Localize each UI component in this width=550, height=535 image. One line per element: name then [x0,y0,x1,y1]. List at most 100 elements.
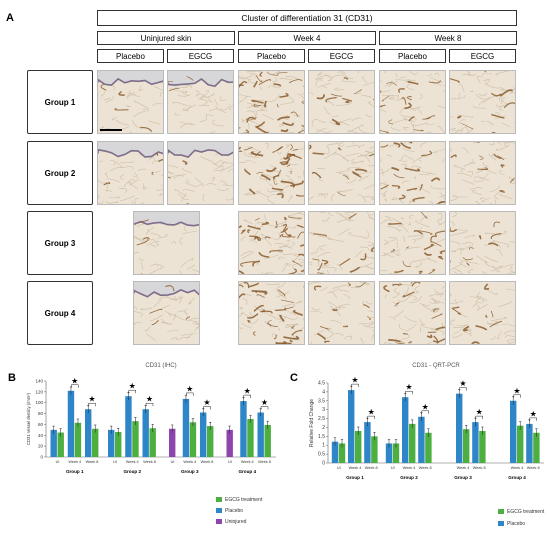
significance-star: ★ [368,408,375,417]
bar [149,428,156,457]
histology-g4-week4-placebo [238,281,305,345]
group-label-1: Group 1 [27,70,93,134]
significance-star: ★ [261,398,268,407]
x-tick-label: UI [113,460,117,464]
histology-g3-week4-egcg [308,211,375,275]
y-tick-label: 2 [322,425,325,431]
bar [142,409,149,457]
panel-a-letter: A [6,12,14,24]
bar [355,431,362,463]
x-tick-label: UI [56,460,60,464]
x-tick-label: Week 8 [143,460,156,464]
chart-title: CD31 - QRT-PCR [412,363,460,369]
group-label: Group 4 [508,475,526,480]
significance-star: ★ [146,395,153,404]
bar [57,432,64,457]
x-tick-label: Week 8 [86,460,99,464]
bar [240,401,247,457]
histology-g3-week4-placebo [238,211,305,275]
x-tick-label: Week 8 [365,466,378,470]
histology-g4-week8-placebo [379,281,446,345]
bar [115,432,122,457]
bar [472,422,479,463]
bar [526,423,533,463]
y-tick-label: 1.5 [318,434,325,440]
significance-bracket [367,415,375,420]
histology-g3-week8-placebo [379,211,446,275]
legend-swatch [216,497,222,502]
significance-star: ★ [203,398,210,407]
histology-g3-uninjured [133,211,200,275]
treatment-week8-placebo: Placebo [379,49,446,63]
bar [264,424,271,457]
x-tick-label: Week 8 [258,460,271,464]
significance-star: ★ [186,384,193,393]
significance-bracket [145,402,154,407]
bar [331,441,339,463]
group-label-3: Group 3 [27,211,93,275]
significance-star: ★ [71,376,78,385]
group-label: Group 2 [400,475,418,480]
significance-star: ★ [422,402,429,411]
legend-swatch [498,509,504,514]
bar [207,426,214,457]
treatment-uninjured-placebo: Placebo [97,49,164,63]
significance-bracket [475,415,483,420]
bar [67,390,75,457]
significance-star: ★ [129,382,136,391]
condition-week-4: Week 4 [238,31,376,45]
significance-star: ★ [88,395,95,404]
group-label: Group 1 [346,475,364,480]
x-tick-label: Week 4 [349,466,362,470]
bar [425,432,432,463]
y-axis-label: Relative Fold Change [309,399,315,447]
significance-bracket [421,410,429,414]
bar [92,428,99,457]
bar [456,393,463,463]
x-tick-label: Week 8 [473,466,486,470]
group-label: Group 3 [181,469,199,474]
histology-g1-week8-placebo [379,70,446,134]
significance-bracket [71,384,79,388]
bar [418,416,425,463]
x-tick-label: UI [228,460,232,464]
group-label-2: Group 2 [27,141,93,205]
bar [348,390,355,463]
y-axis-label: CD31 Vessel density (/mm²) [26,392,31,445]
x-tick-label: Week 8 [201,460,214,464]
significance-bracket [405,390,413,395]
y-tick-label: 40 [38,433,44,438]
y-tick-label: 1 [322,443,325,449]
significance-bracket [186,392,194,396]
panel-b-letter: B [8,372,16,384]
chart-c: CD31 - QRT-PCR 0 0.5 1 1.5 2 2.5 3 3.5 4 4.5 Relati… [309,363,545,527]
bar [392,443,400,463]
legend-swatch [498,521,504,526]
bar [463,429,470,463]
bar [371,436,378,463]
significance-bracket [513,394,521,398]
scale-bar [100,129,122,131]
bar [85,409,92,457]
group-label: Group 2 [123,469,141,474]
y-tick-label: 0 [322,461,325,467]
bar [409,423,416,463]
histology-g2-week8-placebo [379,141,446,205]
legend-swatch [216,519,222,524]
condition-uninjured: Uninjured skin [97,31,235,45]
group-label: Group 1 [66,469,84,474]
significance-star: ★ [405,383,412,392]
bar [533,432,540,463]
legend-label: Placebo [507,521,525,527]
histology-g1-week4-egcg [308,70,375,134]
bar [226,429,233,457]
x-tick-label: Week 8 [419,466,432,470]
bar [517,425,524,463]
histology-g3-week8-egcg [449,211,516,275]
treatment-uninjured-egcg: EGCG [167,49,234,63]
significance-bracket [351,383,359,388]
significance-bracket [529,417,537,421]
y-tick-label: 120 [35,389,43,394]
legend-label: Placebo [225,508,243,514]
significance-star: ★ [476,408,483,417]
